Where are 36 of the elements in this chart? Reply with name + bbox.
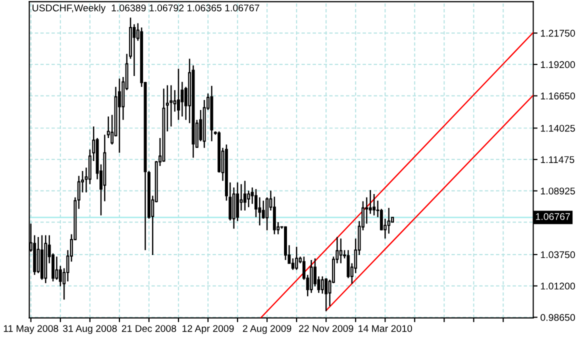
y-tick-label: 1.08925 bbox=[540, 188, 575, 194]
candlestick bbox=[243, 180, 246, 212]
candlestick bbox=[295, 246, 298, 271]
y-tick-label: 1.19200 bbox=[540, 61, 575, 68]
candlestick bbox=[170, 84, 173, 128]
y-tick-label: 1.01200 bbox=[540, 282, 575, 290]
candlestick bbox=[118, 78, 121, 154]
ref-line-label: 1.06767 bbox=[536, 213, 570, 220]
candlestick bbox=[55, 256, 58, 280]
candlestick bbox=[372, 193, 376, 216]
candlestick bbox=[291, 258, 294, 271]
x-tick-label: 31 Aug 2008 bbox=[62, 325, 117, 334]
x-tick-label: 2 Aug 2009 bbox=[242, 325, 292, 334]
candlestick bbox=[324, 278, 328, 312]
candlestick bbox=[339, 238, 342, 264]
candlestick bbox=[365, 196, 368, 224]
y-tick-label: 1.11475 bbox=[540, 156, 574, 164]
candlestick bbox=[173, 90, 176, 112]
candlestick bbox=[247, 190, 250, 208]
candlestick bbox=[177, 68, 180, 120]
x-tick-label: 21 Dec 2008 bbox=[122, 325, 176, 332]
x-tick-label: 12 Apr 2009 bbox=[182, 325, 234, 334]
x-tick-label: 14 Mar 2010 bbox=[358, 325, 412, 332]
y-tick-label: 1.14025 bbox=[540, 124, 575, 132]
chart-title: USDCHF,Weekly 1.06389 1.06792 1.06365 1.06767 bbox=[32, 4, 260, 14]
candlestick bbox=[236, 182, 240, 222]
y-tick-label: 1.21750 bbox=[540, 30, 575, 37]
y-tick-label: 0.98650 bbox=[540, 314, 575, 321]
y-tick-label: 1.16650 bbox=[540, 92, 575, 100]
candlestick bbox=[132, 24, 136, 77]
candlestick bbox=[387, 207, 390, 234]
x-tick-label: 22 Nov 2009 bbox=[299, 325, 354, 332]
candlestick bbox=[310, 259, 313, 294]
candlestick bbox=[320, 276, 324, 294]
y-tick-label: 1.03750 bbox=[540, 251, 575, 258]
x-tick-label: 11 May 2008 bbox=[4, 325, 58, 334]
